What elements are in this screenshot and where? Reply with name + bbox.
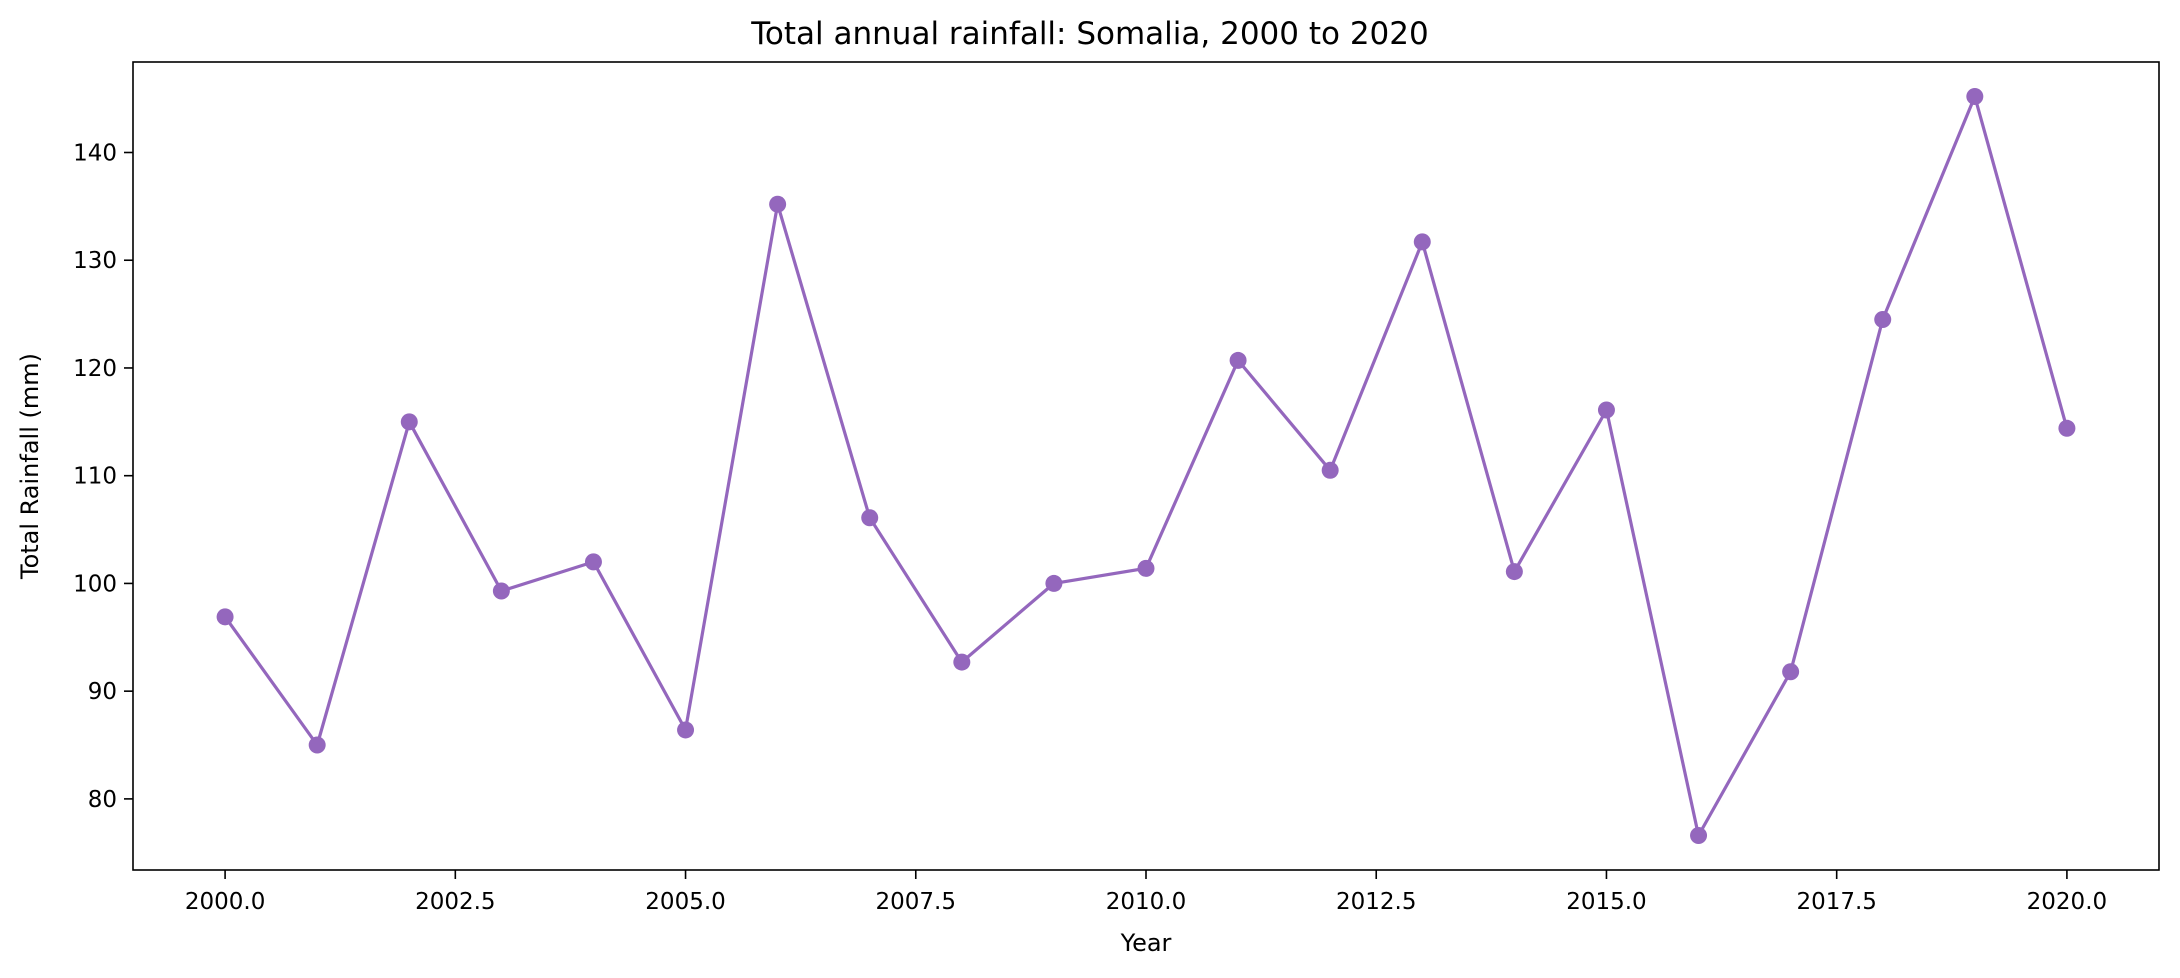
- data-point: [1413, 233, 1431, 251]
- x-tick-label: 2002.5: [415, 889, 495, 915]
- x-tick-label: 2015.0: [1566, 889, 1646, 915]
- x-tick-label: 2000.0: [185, 889, 265, 915]
- y-tick-label: 140: [73, 140, 117, 166]
- x-tick-label: 2010.0: [1106, 889, 1186, 915]
- data-point: [769, 195, 787, 213]
- data-point: [953, 653, 971, 671]
- x-tick-label: 2012.5: [1336, 889, 1416, 915]
- x-tick-label: 2017.5: [1796, 889, 1876, 915]
- data-point: [1966, 87, 1984, 105]
- data-point: [861, 509, 879, 527]
- data-point: [677, 721, 695, 739]
- data-point: [1597, 401, 1615, 419]
- data-point: [1505, 563, 1523, 581]
- data-point: [1137, 559, 1155, 577]
- y-tick-label: 80: [88, 787, 117, 813]
- y-tick-label: 110: [73, 464, 117, 490]
- y-tick-label: 120: [73, 356, 117, 382]
- data-point: [1690, 827, 1708, 845]
- y-tick-label: 90: [88, 679, 117, 705]
- plot-area: [216, 87, 2076, 845]
- x-tick-label: 2020.0: [2027, 889, 2107, 915]
- chart-title: Total annual rainfall: Somalia, 2000 to …: [750, 16, 1428, 52]
- data-point: [308, 736, 326, 754]
- x-tick-label: 2005.0: [645, 889, 725, 915]
- data-point: [216, 608, 234, 626]
- x-axis-label: Year: [1120, 929, 1172, 957]
- y-tick-label: 130: [73, 248, 117, 274]
- data-point: [400, 413, 418, 431]
- y-tick-label: 100: [73, 571, 117, 597]
- data-point: [1321, 461, 1339, 479]
- data-point: [584, 553, 602, 571]
- data-point: [1045, 574, 1063, 592]
- data-point: [492, 582, 510, 600]
- y-axis-label: Total Rainfall (mm): [16, 353, 44, 580]
- data-point: [2058, 419, 2076, 437]
- x-tick-label: 2007.5: [876, 889, 956, 915]
- data-point: [1874, 310, 1892, 328]
- data-point: [1782, 663, 1800, 681]
- data-point: [1229, 351, 1247, 369]
